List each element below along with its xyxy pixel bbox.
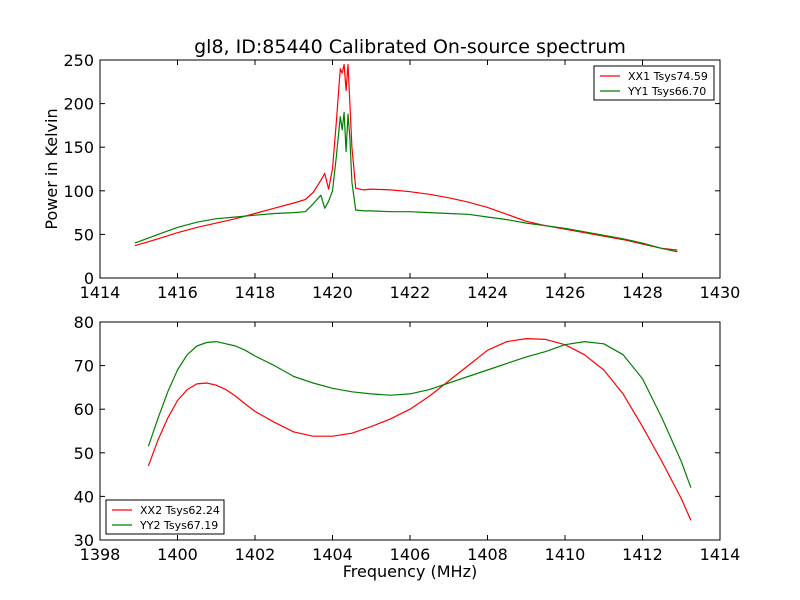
- y-tick-label: 0: [84, 269, 94, 288]
- x-tick-label: 1414: [80, 283, 121, 302]
- x-tick-label: 1430: [700, 283, 741, 302]
- legend-label: YY2 Tsys67.19: [139, 519, 218, 532]
- y-tick-label: 80: [74, 313, 94, 332]
- y-tick-label: 60: [74, 400, 94, 419]
- y-tick-label: 50: [74, 225, 94, 244]
- y-tick-label: 50: [74, 444, 94, 463]
- legend: XX1 Tsys74.59 YY1 Tsys66.70: [593, 65, 715, 101]
- y-tick-label: 200: [63, 95, 94, 114]
- series-line-2: [134, 111, 678, 253]
- top-panel: 1414 1416 1418 1420 1422 1424 1426 1428 1430 0 50 1…: [42, 51, 740, 302]
- legend-box: [105, 499, 225, 535]
- x-tick-label: 1408: [467, 545, 508, 564]
- x-tick-label: 1414: [700, 545, 741, 564]
- y-tick-label: 100: [63, 182, 94, 201]
- y-tick-label: 150: [63, 138, 94, 157]
- chart-title: gl8, ID:85440 Calibrated On-source spect…: [194, 36, 626, 58]
- bottom-panel: 1398 1400 1402 1404 1406 1408 1410 1412 1414 30 40…: [74, 313, 741, 581]
- x-tick-label: 1412: [622, 545, 663, 564]
- x-tick-label: 1424: [467, 283, 508, 302]
- x-tick-label: 1398: [80, 545, 121, 564]
- x-tick-label: 1422: [390, 283, 431, 302]
- legend-label: YY1 Tsys66.70: [627, 85, 706, 98]
- y-tick-label: 250: [63, 51, 94, 70]
- legend-label: XX2 Tsys62.24: [140, 504, 220, 517]
- x-tick-label: 1420: [312, 283, 353, 302]
- x-tick-label: 1404: [312, 545, 353, 564]
- x-tick-label: 1400: [157, 545, 198, 564]
- x-tick-label: 1406: [390, 545, 431, 564]
- y-tick-label: 70: [74, 357, 94, 376]
- y-tick-label: 40: [74, 487, 94, 506]
- legend: XX2 Tsys62.24 YY2 Tsys67.19: [105, 499, 225, 535]
- y-tick-label: 30: [74, 531, 94, 550]
- legend-box: [593, 65, 715, 101]
- y-axis-label: Power in Kelvin: [42, 108, 61, 229]
- x-tick-label: 1410: [545, 545, 586, 564]
- x-tick-label: 1426: [545, 283, 586, 302]
- legend-label: XX1 Tsys74.59: [628, 70, 708, 83]
- x-tick-label: 1418: [235, 283, 276, 302]
- x-tick-label: 1416: [157, 283, 198, 302]
- x-tick-label: 1428: [622, 283, 663, 302]
- series-line-1: [147, 338, 692, 521]
- series-line-2: [147, 341, 692, 488]
- x-tick-label: 1402: [235, 545, 276, 564]
- x-axis-label: Frequency (MHz): [343, 562, 477, 581]
